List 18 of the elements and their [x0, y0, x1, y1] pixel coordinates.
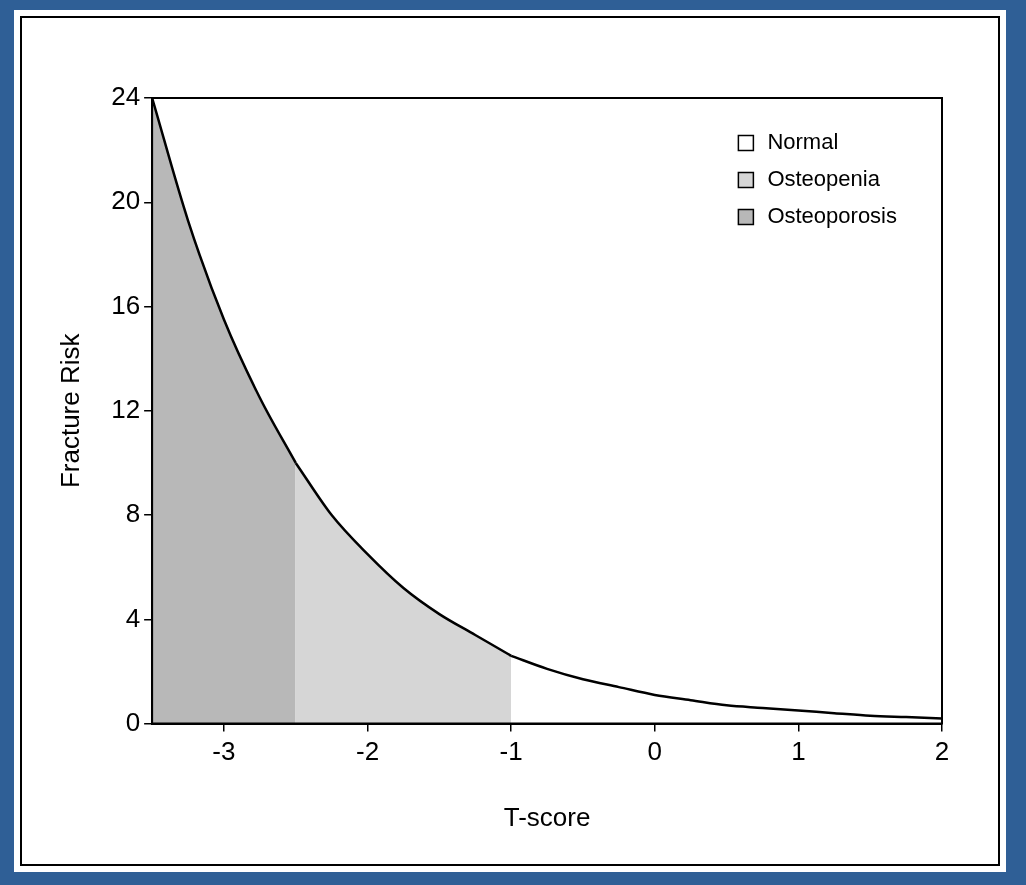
- x-tick-label: 2: [934, 736, 950, 767]
- x-tick-label: -1: [499, 736, 523, 767]
- y-tick-label: 0: [125, 706, 141, 737]
- y-tick-label: 8: [125, 498, 141, 529]
- y-tick-label: 4: [125, 602, 141, 633]
- y-tick-label: 24: [111, 81, 141, 112]
- legend-label: Osteoporosis: [767, 203, 898, 229]
- x-tick-label: 0: [647, 736, 663, 767]
- y-tick-label: 20: [111, 185, 141, 216]
- x-axis-title: T-score: [503, 801, 591, 832]
- x-tick-label: -2: [355, 736, 380, 767]
- y-tick-label: 16: [111, 289, 141, 320]
- x-tick-label: -3: [212, 736, 236, 767]
- y-axis-title: Fracture Risk: [54, 332, 85, 489]
- legend-label: Osteopenia: [767, 166, 881, 192]
- y-tick-label: 12: [111, 393, 141, 424]
- x-tick-label: 1: [791, 736, 806, 767]
- legend-label: Normal: [767, 129, 839, 155]
